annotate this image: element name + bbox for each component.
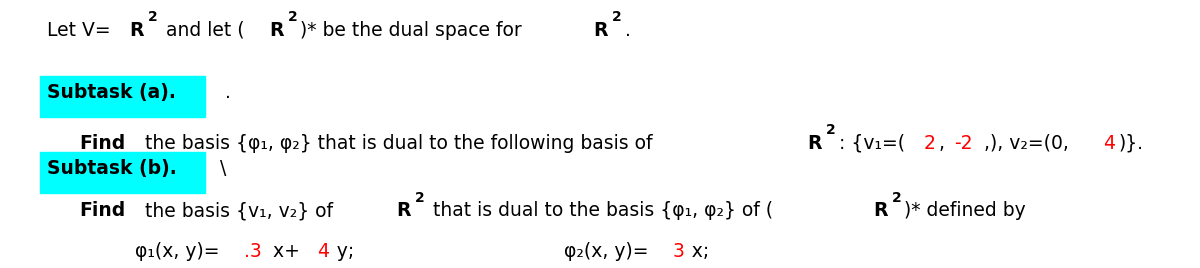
Text: x+: x+ xyxy=(268,242,306,261)
Text: ,), v₂=(0,: ,), v₂=(0, xyxy=(978,133,1075,152)
FancyBboxPatch shape xyxy=(40,76,205,117)
Text: \: \ xyxy=(220,159,227,178)
Text: R: R xyxy=(874,201,888,220)
Text: 2: 2 xyxy=(148,10,157,24)
Text: 3: 3 xyxy=(673,242,685,261)
Text: .3: .3 xyxy=(245,242,262,261)
Text: 4: 4 xyxy=(1103,133,1115,152)
Text: : {v₁=(: : {v₁=( xyxy=(839,133,905,152)
Text: φ₁(x, y)=: φ₁(x, y)= xyxy=(136,242,220,261)
Text: the basis {φ₁, φ₂} that is dual to the following basis of: the basis {φ₁, φ₂} that is dual to the f… xyxy=(139,133,659,152)
Text: 2: 2 xyxy=(892,191,901,205)
Text: -2: -2 xyxy=(954,133,973,152)
Text: the basis {v₁, v₂} of: the basis {v₁, v₂} of xyxy=(139,201,338,220)
Text: Subtask (a).: Subtask (a). xyxy=(47,83,175,102)
Text: R: R xyxy=(269,21,283,40)
Text: that is dual to the basis {φ₁, φ₂} of (: that is dual to the basis {φ₁, φ₂} of ( xyxy=(427,201,774,220)
Text: .: . xyxy=(224,83,230,102)
Text: Find: Find xyxy=(79,133,126,152)
Text: 2: 2 xyxy=(612,10,622,24)
Text: φ₂(x, y)=: φ₂(x, y)= xyxy=(564,242,648,261)
Text: x;: x; xyxy=(688,242,709,261)
Text: 4: 4 xyxy=(317,242,329,261)
Text: ,: , xyxy=(940,133,952,152)
Text: 2: 2 xyxy=(826,123,836,137)
Text: Let V=: Let V= xyxy=(47,21,110,40)
Text: 2: 2 xyxy=(415,191,425,205)
Text: 2: 2 xyxy=(288,10,298,24)
FancyBboxPatch shape xyxy=(40,152,205,193)
Text: Subtask (b).: Subtask (b). xyxy=(47,159,176,178)
Text: )}.: )}. xyxy=(1118,133,1144,152)
Text: 2: 2 xyxy=(924,133,936,152)
Text: R: R xyxy=(128,21,143,40)
Text: R: R xyxy=(396,201,410,220)
Text: R: R xyxy=(808,133,822,152)
Text: and let (: and let ( xyxy=(160,21,245,40)
Text: .: . xyxy=(624,21,630,40)
Text: y;: y; xyxy=(332,242,354,261)
Text: Find: Find xyxy=(79,201,126,220)
Text: )* defined by: )* defined by xyxy=(905,201,1026,220)
Text: R: R xyxy=(593,21,608,40)
Text: )* be the dual space for: )* be the dual space for xyxy=(300,21,528,40)
